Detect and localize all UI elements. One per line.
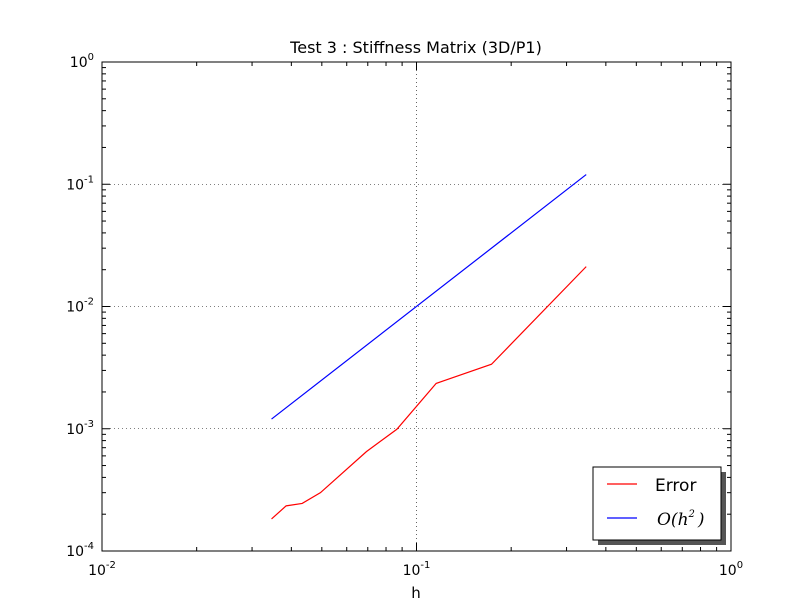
x-tick-label: 10-1 — [403, 560, 431, 579]
legend-order-exp: 2 — [688, 509, 695, 520]
y-tick-label: 10-3 — [66, 419, 94, 438]
x-tick-label: 100 — [719, 560, 743, 579]
y-tick-label: 10-4 — [66, 541, 94, 560]
plot-lines — [271, 174, 587, 520]
y-tick-label: 100 — [70, 52, 94, 71]
legend: Error O(h2) — [592, 466, 726, 545]
x-axis-label: h — [411, 584, 421, 602]
legend-order-close: ) — [697, 510, 705, 530]
y-tick-label: 10-1 — [66, 174, 94, 193]
legend-order-base: O(h — [657, 510, 689, 530]
x-tick-label: 10-2 — [88, 560, 116, 579]
series-line-order-h2 — [271, 174, 587, 420]
ticks — [101, 61, 732, 552]
y-tick-label: 10-2 — [66, 297, 94, 316]
series-line-error — [271, 266, 587, 520]
chart-title: Test 3 : Stiffness Matrix (3D/P1) — [289, 38, 542, 57]
legend-order-label: O(h2) — [657, 509, 705, 530]
tick-labels: 10-2 10-1 100 10-4 10-3 10-2 10-1 100 — [66, 52, 743, 579]
legend-error-label: Error — [655, 476, 696, 496]
legend-box — [592, 466, 722, 541]
